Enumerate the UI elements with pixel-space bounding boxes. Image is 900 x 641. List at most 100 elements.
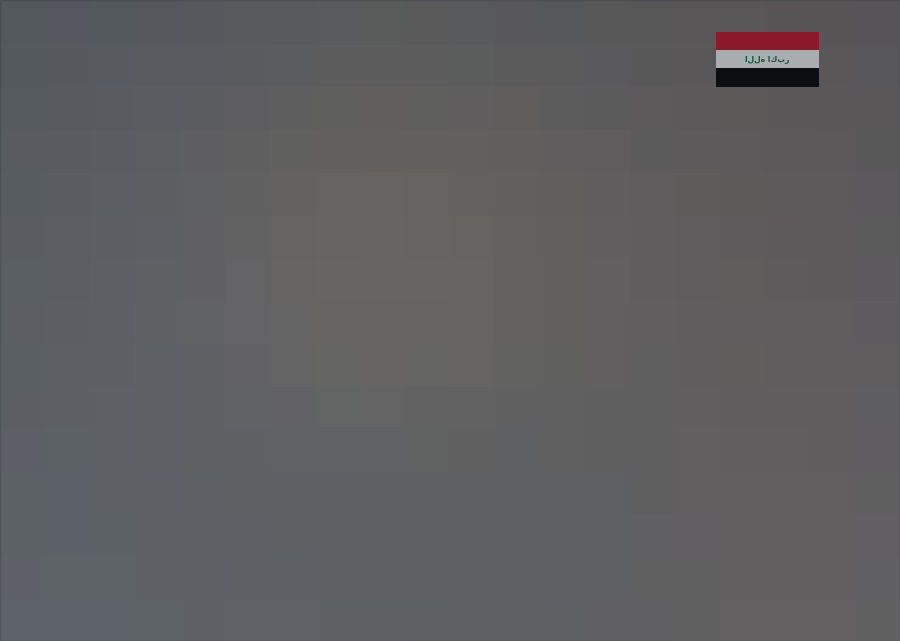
Bar (540, 171, 585, 213)
Bar (855, 513, 900, 556)
Polygon shape (188, 391, 274, 396)
Bar (855, 428, 900, 470)
Bar (316, 535, 390, 540)
Bar (675, 428, 720, 470)
Bar (720, 299, 765, 342)
Bar (60, 462, 134, 465)
Bar (699, 490, 773, 497)
Bar (405, 256, 450, 299)
Bar (360, 171, 405, 213)
Bar (572, 473, 645, 480)
Text: +8%: +8% (643, 159, 702, 183)
Bar (630, 428, 675, 470)
Bar (45, 556, 90, 598)
Bar (720, 470, 765, 513)
Bar (180, 213, 225, 256)
Bar (572, 480, 645, 487)
Bar (630, 213, 675, 256)
Bar (188, 470, 262, 474)
Bar (270, 598, 315, 641)
Bar (60, 456, 134, 460)
Bar (188, 485, 262, 489)
Bar (316, 334, 390, 339)
Bar (45, 213, 90, 256)
Bar (188, 419, 262, 423)
Bar (405, 556, 450, 598)
Bar (60, 468, 134, 471)
Bar (855, 0, 900, 43)
Bar (572, 303, 645, 310)
Bar (135, 470, 180, 513)
Bar (188, 517, 262, 520)
Bar (316, 513, 390, 519)
Bar (444, 499, 518, 506)
Polygon shape (390, 329, 402, 551)
Bar (60, 539, 134, 542)
Bar (444, 375, 518, 381)
Bar (60, 545, 134, 548)
Bar (444, 408, 518, 414)
Bar (720, 43, 765, 85)
Bar (444, 440, 518, 447)
Bar (855, 128, 900, 171)
Bar (444, 447, 518, 453)
Bar (450, 470, 495, 513)
Bar (360, 0, 405, 43)
Bar (270, 0, 315, 43)
Bar (495, 85, 540, 128)
Bar (316, 355, 390, 361)
Bar (60, 513, 134, 515)
Bar (765, 470, 810, 513)
Bar (699, 246, 773, 253)
Bar (675, 598, 720, 641)
Bar (0, 171, 45, 213)
Bar (444, 394, 518, 401)
Bar (810, 342, 855, 385)
Bar (360, 213, 405, 256)
Bar (450, 213, 495, 256)
Bar (60, 510, 134, 513)
Bar (316, 420, 390, 426)
Bar (315, 256, 360, 299)
Bar (699, 437, 773, 444)
Bar (135, 299, 180, 342)
Bar (316, 404, 390, 410)
Bar (45, 598, 90, 641)
Bar (270, 342, 315, 385)
Bar (90, 0, 135, 43)
Bar (316, 366, 390, 372)
Bar (225, 342, 270, 385)
Bar (444, 486, 518, 492)
Bar (855, 598, 900, 641)
Bar (188, 524, 262, 528)
Bar (572, 388, 645, 395)
Bar (444, 492, 518, 499)
Bar (60, 504, 134, 507)
Bar (60, 471, 134, 474)
Bar (225, 0, 270, 43)
Bar (540, 556, 585, 598)
Bar (699, 269, 773, 276)
Bar (316, 377, 390, 383)
Bar (630, 556, 675, 598)
Bar (90, 256, 135, 299)
Bar (405, 85, 450, 128)
Bar (450, 428, 495, 470)
Bar (675, 213, 720, 256)
Bar (699, 460, 773, 467)
Bar (450, 0, 495, 43)
Bar (699, 429, 773, 437)
Bar (572, 445, 645, 452)
Bar (405, 128, 450, 171)
Bar (765, 598, 810, 641)
Bar (444, 303, 518, 310)
Bar (0, 470, 45, 513)
Bar (765, 43, 810, 85)
Bar (572, 275, 645, 282)
Bar (699, 536, 773, 544)
Bar (699, 322, 773, 329)
Bar (45, 299, 90, 342)
Bar (316, 383, 390, 388)
Bar (630, 171, 675, 213)
Bar (720, 0, 765, 43)
